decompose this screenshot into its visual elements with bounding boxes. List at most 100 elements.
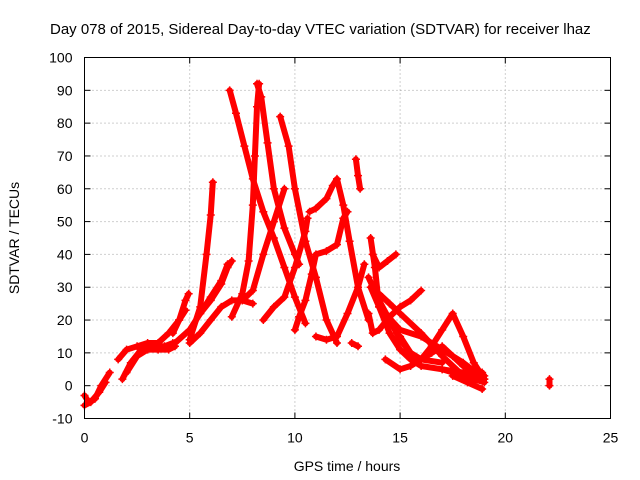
data-point <box>383 256 392 265</box>
data-point <box>463 378 472 387</box>
data-point <box>364 309 373 318</box>
data-point <box>259 250 268 259</box>
data-point <box>385 299 394 308</box>
data-point <box>217 302 226 311</box>
data-point <box>332 174 341 183</box>
x-tick-label: 20 <box>498 430 514 446</box>
data-point <box>354 283 363 292</box>
series-trace-20 <box>351 155 365 193</box>
data-point <box>364 273 373 282</box>
data-point <box>328 181 337 190</box>
data-point <box>105 368 114 377</box>
data-point <box>459 332 468 341</box>
data-point <box>257 92 266 101</box>
data-point <box>368 329 377 338</box>
data-point <box>196 329 205 338</box>
data-point <box>366 234 375 242</box>
data-point <box>259 316 268 325</box>
y-tick-label: -10 <box>52 411 72 427</box>
data-point <box>122 368 131 377</box>
data-point <box>351 155 360 164</box>
data-point <box>438 365 447 374</box>
y-tick-label: 100 <box>49 50 73 66</box>
series-line <box>382 310 488 383</box>
data-point <box>185 339 194 348</box>
y-tick-label: 80 <box>57 115 73 131</box>
data-point <box>253 79 262 88</box>
data-point <box>208 178 217 187</box>
series-layer <box>80 79 554 410</box>
data-point <box>248 299 257 308</box>
x-tick-label: 10 <box>287 430 303 446</box>
data-point <box>381 355 390 364</box>
data-point <box>332 332 341 341</box>
x-tick-label: 5 <box>186 430 194 446</box>
data-point <box>332 240 341 249</box>
data-point <box>385 329 394 338</box>
series-trace-19 <box>311 260 369 344</box>
data-point <box>240 142 249 151</box>
data-point <box>311 204 320 213</box>
data-point <box>360 260 369 269</box>
data-point <box>206 316 215 325</box>
data-point <box>375 302 384 311</box>
series-trace-32 <box>478 368 489 384</box>
x-tick-label: 0 <box>81 430 89 446</box>
y-tick-label: 0 <box>65 378 73 394</box>
y-tick-label: 50 <box>57 214 73 230</box>
data-point <box>406 361 415 370</box>
plot-frame <box>84 57 611 419</box>
y-tick-label: 60 <box>57 181 73 197</box>
data-point <box>133 352 142 361</box>
data-point <box>290 184 299 193</box>
series-trace-23 <box>368 250 400 272</box>
series-trace-12 <box>227 79 264 321</box>
data-point <box>391 250 400 259</box>
data-point <box>469 375 478 384</box>
series-trace-6 <box>168 289 193 338</box>
data-point <box>231 109 240 118</box>
x-tick-label: 25 <box>603 430 619 446</box>
data-point <box>345 237 354 246</box>
data-point <box>290 325 299 334</box>
data-point <box>227 312 236 321</box>
series-trace-17 <box>290 207 352 334</box>
data-point <box>448 352 457 361</box>
series-trace-10 <box>196 260 232 318</box>
data-point <box>322 194 331 203</box>
data-point <box>276 112 285 121</box>
data-point <box>227 256 236 265</box>
data-point <box>347 339 356 348</box>
data-point <box>202 250 211 259</box>
data-point <box>366 283 375 292</box>
data-point <box>343 309 352 318</box>
data-point <box>396 309 405 318</box>
series-trace-5 <box>122 342 179 377</box>
series-line <box>169 290 192 337</box>
data-point <box>225 86 234 95</box>
x-tick-label: 15 <box>392 430 408 446</box>
data-point <box>322 316 331 325</box>
data-point <box>227 296 236 305</box>
data-point <box>322 247 331 256</box>
y-tick-label: 70 <box>57 148 73 164</box>
data-point <box>478 368 487 377</box>
data-point <box>354 342 363 351</box>
series-line <box>81 379 109 409</box>
series-trace-33 <box>545 375 554 390</box>
data-point <box>301 296 310 305</box>
data-point <box>396 365 405 374</box>
data-point <box>469 358 478 367</box>
data-point <box>396 332 405 341</box>
data-point <box>417 329 426 338</box>
data-point <box>184 289 193 298</box>
data-point <box>206 293 215 302</box>
data-point <box>478 384 487 393</box>
data-point <box>280 224 289 233</box>
y-tick-label: 30 <box>57 279 73 295</box>
data-point <box>311 332 320 341</box>
data-point <box>168 329 177 338</box>
y-tick-label: 20 <box>57 312 73 328</box>
data-point <box>368 250 377 259</box>
